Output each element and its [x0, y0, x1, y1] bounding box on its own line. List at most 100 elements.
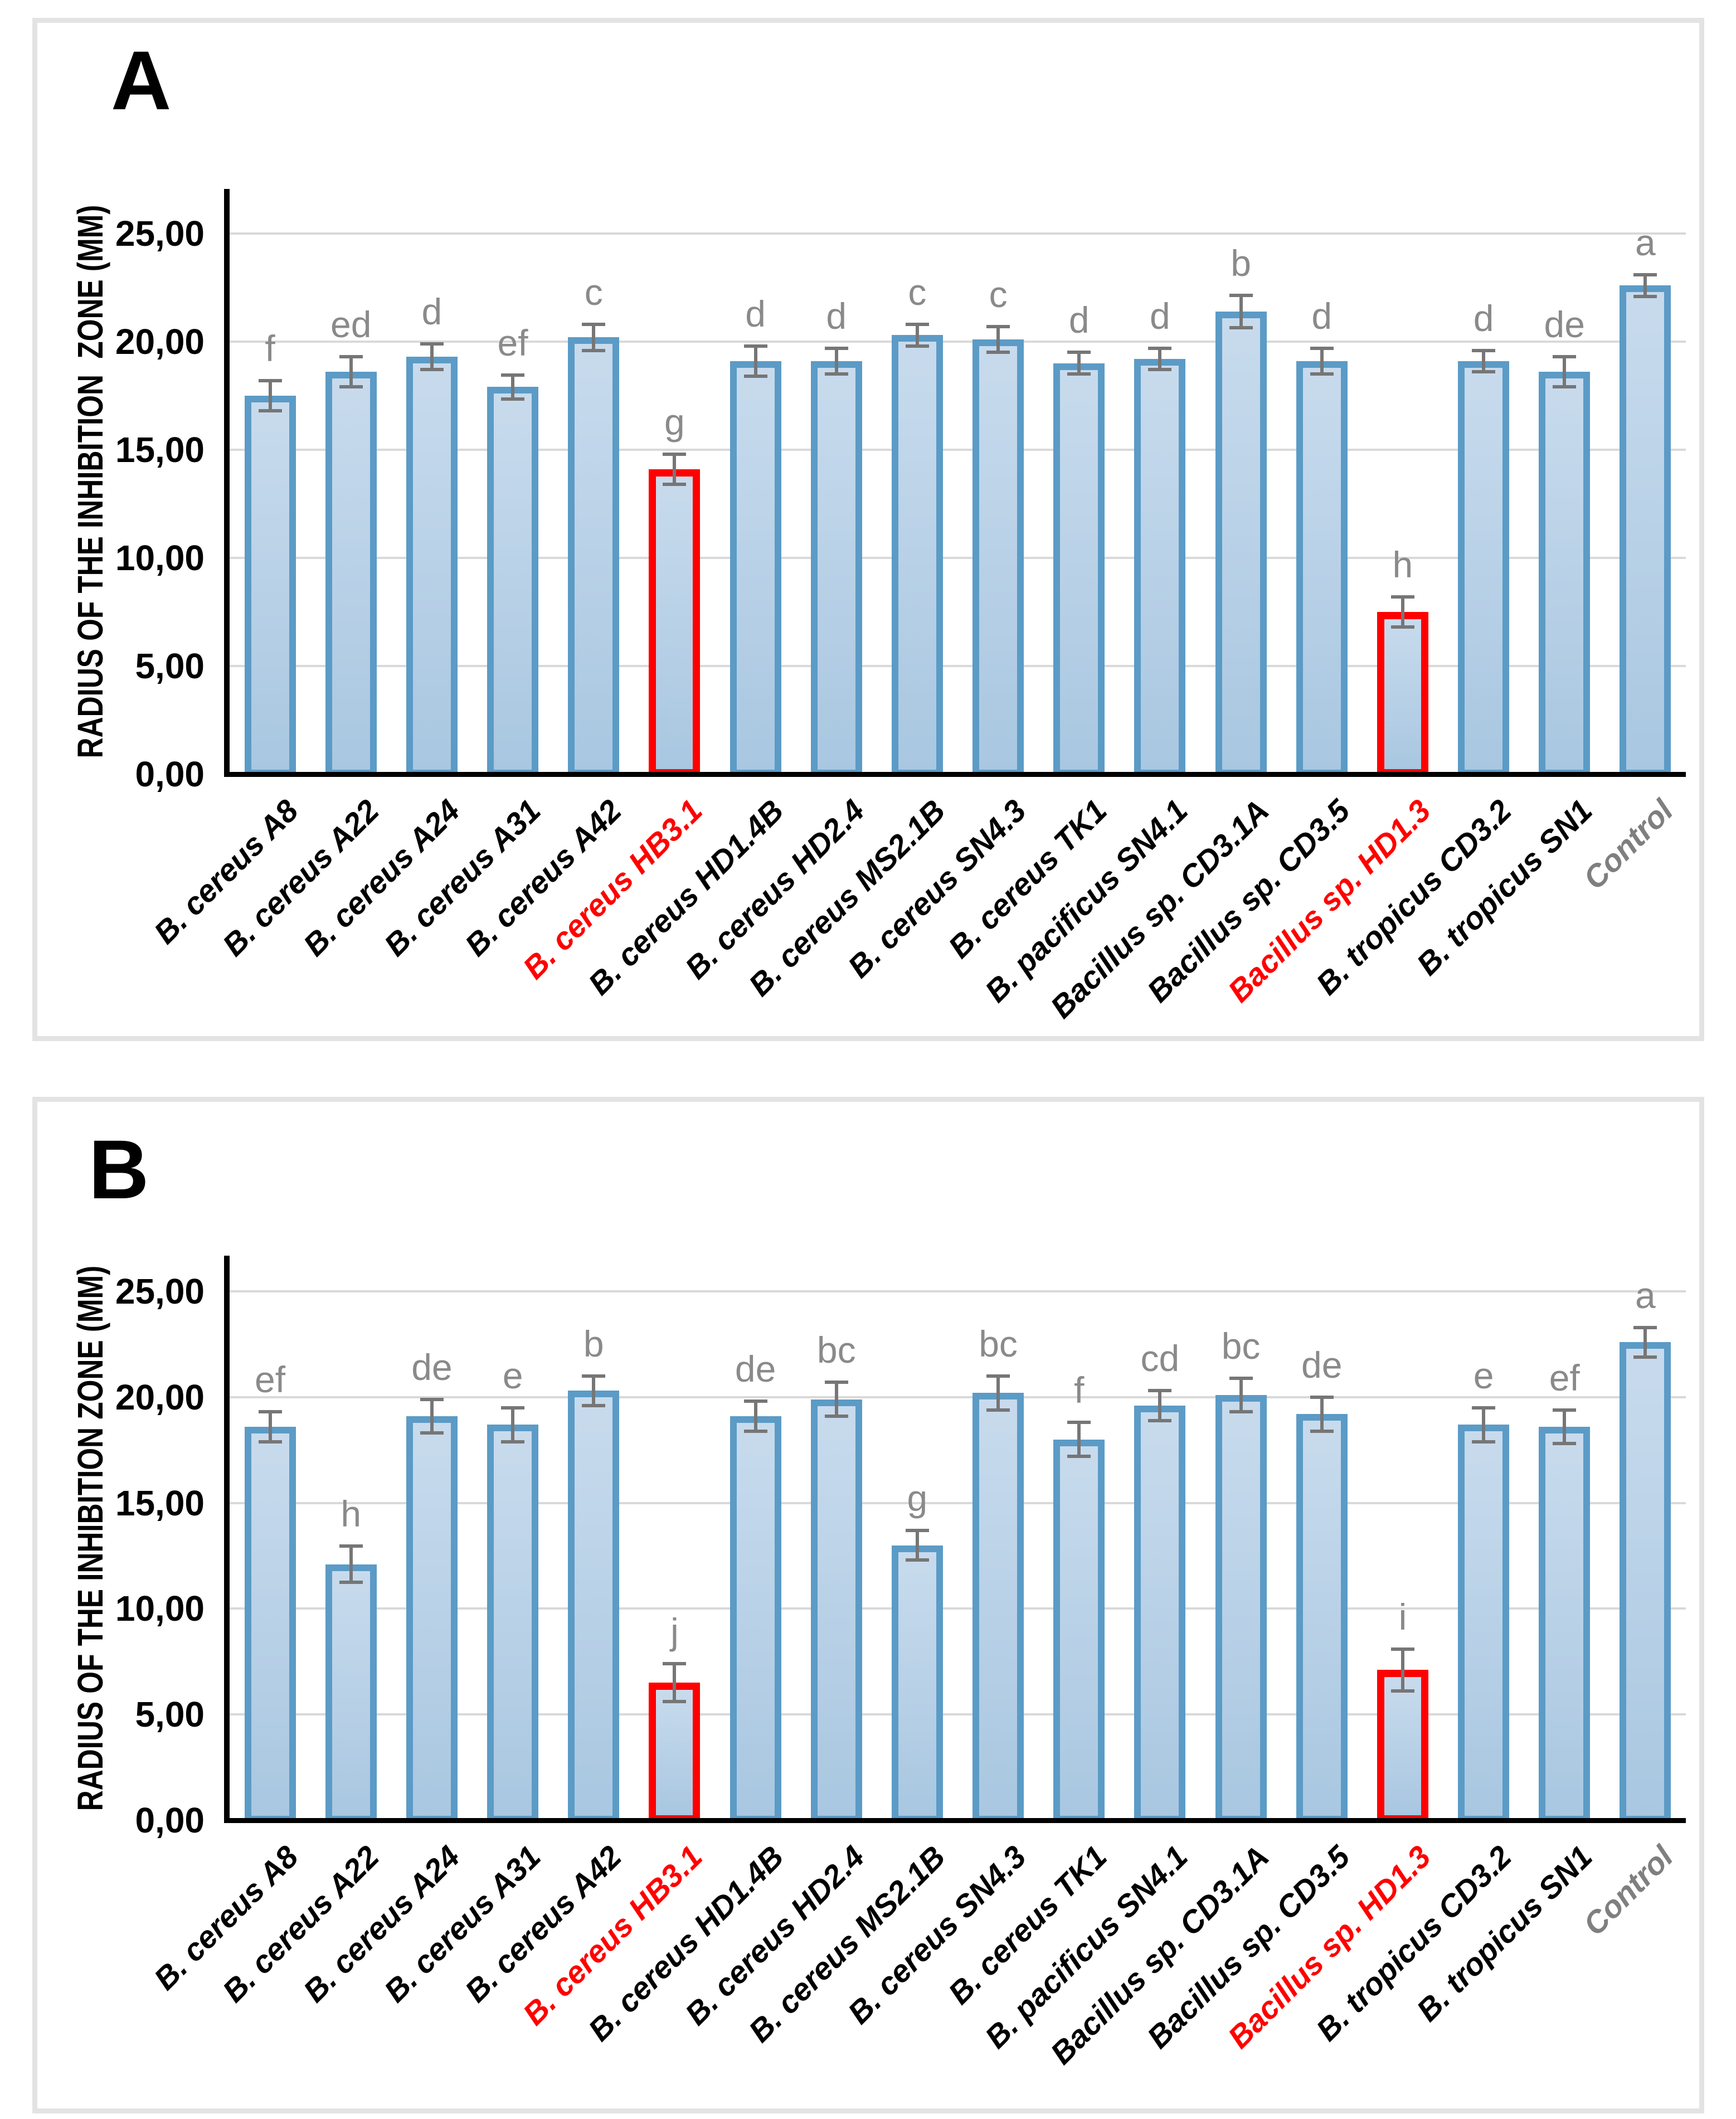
error-bar-cap-bottom: [582, 1403, 606, 1407]
significance-letter: b: [1231, 242, 1251, 284]
error-bar-cap-top: [258, 378, 282, 382]
error-bar-cap-bottom: [1310, 1429, 1334, 1433]
bar: [1134, 359, 1186, 776]
error-bar-cap-top: [1148, 1389, 1172, 1393]
bar: [1053, 363, 1105, 776]
error-bar-cap-bottom: [339, 1580, 363, 1584]
significance-letter: d: [1150, 295, 1170, 337]
error-bar-cap-top: [743, 1399, 767, 1403]
error-bar-cap-bottom: [743, 375, 767, 378]
error-bar-line: [834, 1382, 838, 1416]
error-bar-cap-top: [501, 373, 525, 377]
error-bar-line: [268, 380, 272, 411]
error-bar-line: [1077, 1422, 1081, 1457]
error-bar-cap-bottom: [905, 344, 929, 348]
y-tick-label: 5,00: [135, 646, 205, 686]
significance-letter: ef: [497, 322, 528, 364]
bar: [568, 1391, 620, 1822]
bar: [891, 335, 943, 776]
y-tick-label: 15,00: [115, 430, 205, 470]
error-bar-line: [1643, 274, 1647, 297]
plot-area-a: 0,00 5,00 10,00 15,00 20,00 25,00 f B. cereus A…: [37, 23, 1699, 1036]
error-bar-cap-top: [1390, 1647, 1414, 1651]
error-bar-line: [511, 375, 515, 399]
significance-letter: ef: [255, 1359, 286, 1401]
bar: [487, 1425, 539, 1822]
error-bar-cap-top: [1633, 1325, 1657, 1329]
significance-letter: d: [421, 290, 442, 332]
error-bar-line: [915, 324, 919, 346]
error-bar-cap-top: [1148, 346, 1172, 350]
error-bar-cap-bottom: [1067, 1455, 1091, 1459]
bar: [1620, 285, 1671, 776]
y-axis-title-a: RADIUS OF THE INHIBITION ZONE (MM): [43, 189, 138, 774]
bar-highlighted: [649, 469, 701, 776]
error-bar-line: [753, 346, 757, 377]
y-tick-label: 10,00: [115, 1588, 205, 1629]
significance-letter: d: [745, 293, 766, 334]
bar-highlighted: [649, 1683, 701, 1822]
x-axis-line: [224, 1818, 1686, 1823]
error-bar-cap-bottom: [1390, 1689, 1414, 1693]
bar: [1620, 1342, 1671, 1822]
significance-letter: d: [1068, 299, 1090, 341]
error-bar-cap-bottom: [258, 1440, 282, 1444]
significance-letter: d: [1311, 295, 1333, 337]
significance-letter: bc: [979, 1323, 1018, 1364]
error-bar-cap-bottom: [1633, 294, 1657, 298]
bar: [406, 1416, 458, 1822]
error-bar-cap-top: [1633, 273, 1657, 276]
y-tick-label: 5,00: [135, 1694, 205, 1735]
bar: [972, 339, 1024, 776]
bar: [406, 357, 458, 776]
error-bar-cap-top: [1553, 355, 1577, 359]
gridline: [230, 1290, 1686, 1292]
error-bar-cap-top: [905, 322, 929, 326]
error-bar-cap-bottom: [1229, 1410, 1253, 1414]
error-bar-line: [1158, 1391, 1162, 1421]
error-bar-cap-bottom: [339, 385, 363, 389]
error-bar-cap-top: [1067, 1421, 1091, 1425]
significance-letter: j: [670, 1611, 679, 1653]
significance-letter: g: [907, 1477, 928, 1519]
y-tick-label: 10,00: [115, 538, 205, 578]
panel-a: A RADIUS OF THE INHIBITION ZONE (MM) 0,0…: [32, 18, 1704, 1041]
bar: [244, 1426, 296, 1822]
error-bar-cap-bottom: [1553, 385, 1577, 389]
error-bar-cap-bottom: [1472, 370, 1496, 374]
error-bar-cap-bottom: [743, 1429, 767, 1433]
bar: [1053, 1439, 1105, 1822]
error-bar-cap-top: [1310, 1395, 1334, 1399]
error-bar-cap-top: [339, 1544, 363, 1548]
error-bar-line: [1482, 1407, 1486, 1442]
error-bar-cap-top: [1553, 1408, 1577, 1412]
error-bar-cap-bottom: [663, 483, 687, 487]
error-bar-line: [1239, 1378, 1243, 1412]
error-bar-cap-bottom: [258, 409, 282, 413]
x-category-label: Control: [1576, 793, 1680, 896]
error-bar-cap-top: [582, 322, 606, 326]
error-bar-cap-bottom: [1472, 1440, 1496, 1444]
significance-letter: i: [1398, 1596, 1407, 1637]
significance-letter: c: [908, 271, 927, 313]
error-bar-line: [996, 1376, 1000, 1410]
significance-letter: a: [1635, 1274, 1656, 1316]
error-bar-cap-bottom: [501, 1440, 525, 1444]
error-bar-cap-top: [258, 1410, 282, 1414]
y-tick-label: 20,00: [115, 1377, 205, 1417]
bar: [1458, 361, 1510, 776]
error-bar-cap-top: [1229, 1376, 1253, 1380]
error-bar-line: [1320, 1397, 1324, 1431]
significance-letter: ed: [330, 304, 372, 346]
bar: [244, 396, 296, 776]
error-bar-line: [996, 326, 1000, 353]
error-bar-line: [1563, 1410, 1567, 1444]
error-bar-line: [592, 1376, 596, 1406]
y-axis-title-text-b: RADIUS OF THE INHIBITION ZONE (MM): [70, 1265, 110, 1811]
error-bar-cap-top: [743, 344, 767, 348]
bar: [1296, 1414, 1348, 1822]
significance-letter: e: [502, 1354, 523, 1396]
bar: [568, 337, 620, 776]
error-bar-cap-bottom: [824, 1414, 848, 1418]
y-tick-label: 20,00: [115, 322, 205, 362]
